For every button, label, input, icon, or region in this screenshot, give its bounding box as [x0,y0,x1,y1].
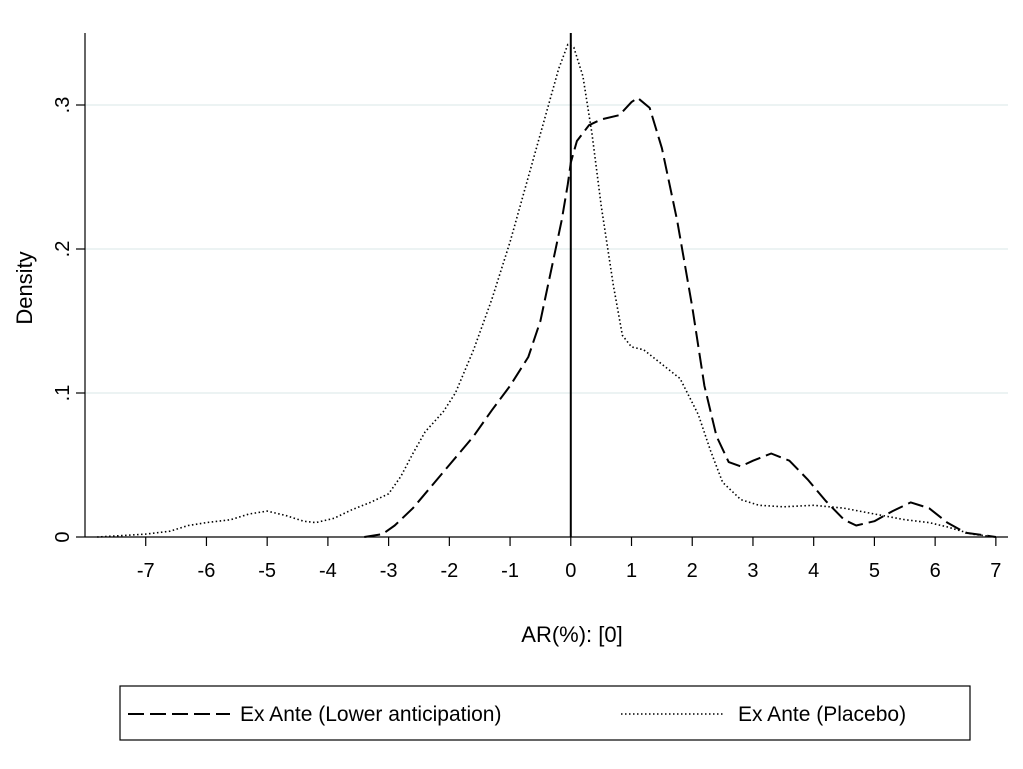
x-tick-label: 0 [565,560,576,582]
x-tick-label: 3 [747,560,758,582]
x-tick-label: -1 [501,560,519,582]
x-axis-ticks: -7 -6 -5 -4 -3 -2 -1 0 1 2 3 4 5 6 7 [137,537,1001,582]
x-tick-label: 2 [687,560,698,582]
y-axis-ticks: 0 .1 .2 .3 [52,97,85,543]
x-tick-label: -7 [137,560,155,582]
axes [84,33,1008,538]
x-tick-label: 5 [869,560,880,582]
y-axis-title: Density [12,251,37,324]
y-tick-label: .1 [52,385,74,402]
y-tick-label: 0 [52,531,74,542]
x-tick-label: -3 [380,560,398,582]
x-tick-label: 4 [808,560,819,582]
x-tick-label: -4 [319,560,337,582]
x-tick-label: 7 [990,560,1001,582]
series-lines [97,43,997,538]
x-tick-label: 6 [930,560,941,582]
x-tick-label: -2 [440,560,458,582]
legend: Ex Ante (Lower anticipation) Ex Ante (Pl… [119,685,971,741]
x-tick-label: -5 [258,560,276,582]
legend-box [119,685,971,741]
grid-lines [85,104,1008,394]
x-tick-label: 1 [626,560,637,582]
series-line-placebo [97,43,996,538]
series-line-lower-anticipation [364,96,997,538]
y-tick-label: .3 [52,97,74,114]
x-axis-title: AR(%): [0] [521,622,622,647]
legend-label-placebo: Ex Ante (Placebo) [738,703,906,726]
x-tick-label: -6 [198,560,216,582]
y-tick-label: .2 [52,241,74,258]
legend-label-lower-anticipation: Ex Ante (Lower anticipation) [240,703,501,726]
